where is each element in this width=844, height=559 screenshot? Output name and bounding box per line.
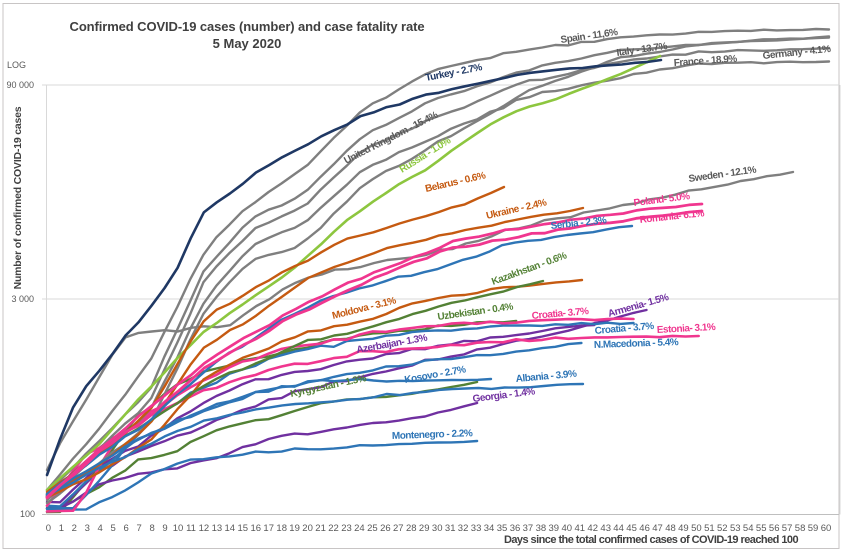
svg-text:57: 57 bbox=[782, 523, 793, 534]
svg-text:Croatia - 3.7%: Croatia - 3.7% bbox=[594, 321, 654, 337]
svg-text:19: 19 bbox=[289, 523, 300, 534]
svg-text:Croatia- 3.7%: Croatia- 3.7% bbox=[531, 306, 589, 322]
svg-text:Romania- 6.1%: Romania- 6.1% bbox=[639, 208, 705, 226]
svg-text:7: 7 bbox=[136, 523, 141, 534]
svg-text:2: 2 bbox=[72, 523, 77, 534]
svg-text:4: 4 bbox=[98, 523, 103, 534]
svg-text:15: 15 bbox=[238, 523, 249, 534]
svg-text:100: 100 bbox=[20, 509, 35, 519]
svg-text:20: 20 bbox=[302, 523, 313, 534]
svg-text:53: 53 bbox=[730, 523, 741, 534]
svg-text:17: 17 bbox=[263, 523, 274, 534]
svg-text:22: 22 bbox=[328, 523, 339, 534]
svg-text:N.Macedonia - 5.4%: N.Macedonia - 5.4% bbox=[594, 337, 679, 351]
svg-text:8: 8 bbox=[149, 523, 154, 534]
svg-text:Germany - 4.1%: Germany - 4.1% bbox=[762, 44, 831, 62]
svg-text:Ukraine - 2.4%: Ukraine - 2.4% bbox=[485, 197, 548, 222]
svg-text:59: 59 bbox=[808, 523, 819, 534]
svg-text:51: 51 bbox=[704, 523, 715, 534]
svg-text:44: 44 bbox=[613, 523, 624, 534]
svg-text:Days since the total confirmed: Days since the total confirmed cases of … bbox=[504, 534, 799, 546]
svg-text:Confirmed COVID-19 cases (numb: Confirmed COVID-19 cases (number) and ca… bbox=[70, 19, 425, 34]
svg-text:21: 21 bbox=[315, 523, 326, 534]
svg-text:32: 32 bbox=[458, 523, 469, 534]
svg-text:41: 41 bbox=[575, 523, 586, 534]
svg-text:58: 58 bbox=[795, 523, 806, 534]
svg-text:1: 1 bbox=[59, 523, 64, 534]
svg-text:56: 56 bbox=[769, 523, 780, 534]
svg-text:45: 45 bbox=[626, 523, 637, 534]
svg-text:40: 40 bbox=[562, 523, 573, 534]
svg-text:16: 16 bbox=[251, 523, 262, 534]
svg-text:48: 48 bbox=[665, 523, 676, 534]
svg-text:31: 31 bbox=[445, 523, 456, 534]
svg-text:23: 23 bbox=[341, 523, 352, 534]
svg-text:Sweden - 12.1%: Sweden - 12.1% bbox=[688, 165, 758, 185]
svg-text:46: 46 bbox=[639, 523, 650, 534]
svg-text:42: 42 bbox=[587, 523, 598, 534]
svg-text:6: 6 bbox=[124, 523, 129, 534]
svg-text:38: 38 bbox=[536, 523, 547, 534]
svg-text:14: 14 bbox=[225, 523, 236, 534]
svg-text:3 000: 3 000 bbox=[11, 294, 34, 304]
svg-text:36: 36 bbox=[510, 523, 521, 534]
svg-text:33: 33 bbox=[471, 523, 482, 534]
svg-text:10: 10 bbox=[173, 523, 184, 534]
svg-text:Estonia- 3.1%: Estonia- 3.1% bbox=[657, 322, 717, 336]
svg-text:30: 30 bbox=[432, 523, 443, 534]
svg-text:37: 37 bbox=[523, 523, 534, 534]
svg-text:9: 9 bbox=[162, 523, 167, 534]
svg-text:Spain - 11,6%: Spain - 11,6% bbox=[560, 27, 619, 46]
svg-text:39: 39 bbox=[549, 523, 560, 534]
svg-text:47: 47 bbox=[652, 523, 663, 534]
svg-text:12: 12 bbox=[199, 523, 210, 534]
svg-text:35: 35 bbox=[497, 523, 508, 534]
svg-text:Belarus - 0.6%: Belarus - 0.6% bbox=[424, 170, 487, 195]
svg-text:90 000: 90 000 bbox=[6, 80, 34, 90]
svg-text:24: 24 bbox=[354, 523, 365, 534]
svg-text:43: 43 bbox=[600, 523, 611, 534]
svg-text:25: 25 bbox=[367, 523, 378, 534]
svg-text:Montenegro - 2.2%: Montenegro - 2.2% bbox=[392, 428, 473, 442]
svg-text:55: 55 bbox=[756, 523, 767, 534]
svg-text:3: 3 bbox=[85, 523, 90, 534]
svg-text:Albania - 3.9%: Albania - 3.9% bbox=[515, 369, 577, 385]
svg-text:France - 18.9%: France - 18.9% bbox=[673, 54, 737, 69]
svg-text:Armenia- 1.5%: Armenia- 1.5% bbox=[607, 292, 671, 320]
svg-text:54: 54 bbox=[743, 523, 754, 534]
svg-text:18: 18 bbox=[276, 523, 287, 534]
svg-text:34: 34 bbox=[484, 523, 495, 534]
svg-text:0: 0 bbox=[46, 523, 51, 534]
svg-text:50: 50 bbox=[691, 523, 702, 534]
svg-text:28: 28 bbox=[406, 523, 417, 534]
svg-text:60: 60 bbox=[821, 523, 832, 534]
svg-text:5 May 2020: 5 May 2020 bbox=[213, 36, 282, 51]
svg-text:5: 5 bbox=[111, 523, 116, 534]
svg-text:26: 26 bbox=[380, 523, 391, 534]
svg-text:49: 49 bbox=[678, 523, 689, 534]
svg-text:29: 29 bbox=[419, 523, 430, 534]
svg-text:27: 27 bbox=[393, 523, 404, 534]
svg-text:13: 13 bbox=[212, 523, 223, 534]
svg-text:52: 52 bbox=[717, 523, 728, 534]
svg-text:Number of confirmed COVID-19 c: Number of confirmed COVID-19 cases bbox=[12, 106, 24, 289]
svg-text:Kosovo - 2.7%: Kosovo - 2.7% bbox=[404, 364, 467, 386]
svg-text:LOG: LOG bbox=[7, 60, 26, 70]
svg-text:11: 11 bbox=[186, 523, 196, 534]
